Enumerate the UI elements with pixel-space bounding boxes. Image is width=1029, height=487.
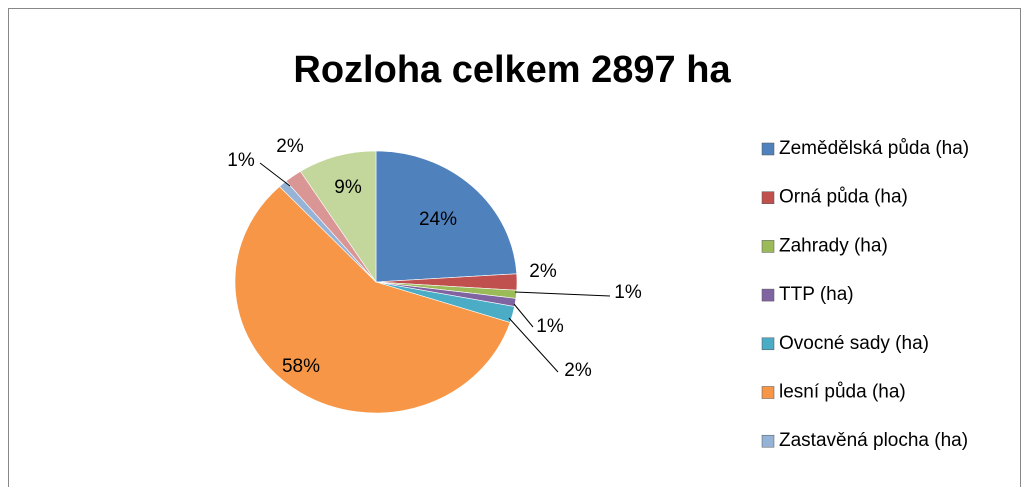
legend-swatch: [761, 142, 775, 156]
data-label: 58%: [282, 356, 320, 377]
pie-slice: [234, 186, 511, 414]
legend-swatch: [761, 240, 775, 253]
data-label: 2%: [529, 261, 557, 282]
legend-label: Zahrady (ha): [779, 235, 888, 256]
data-label: 2%: [564, 360, 592, 381]
legend-label: Orná půda (ha): [779, 187, 908, 208]
legend-swatch: [761, 434, 775, 448]
chart-border: [8, 8, 1021, 487]
legend-label: Zemědělská půda (ha): [779, 138, 969, 159]
chart-title: Rozloha celkem 2897 ha: [293, 49, 731, 91]
data-label: 1%: [227, 150, 255, 171]
leader-line: [514, 291, 611, 297]
data-label: 24%: [419, 209, 457, 230]
leader-line: [513, 303, 534, 328]
legend-label: lesní půda (ha): [779, 382, 906, 403]
legend-swatch: [761, 288, 775, 302]
pie-slice: [375, 150, 518, 283]
legend-label: Zastavěná plocha (ha): [779, 430, 968, 451]
legend-swatch: [761, 337, 775, 351]
data-label: 1%: [536, 316, 564, 337]
data-label: 9%: [334, 177, 362, 198]
legend-swatch: [761, 191, 775, 204]
pie-slice: [300, 150, 377, 283]
legend-label: TTP (ha): [779, 284, 854, 305]
data-label: 2%: [276, 136, 304, 157]
legend-label: Ovocné sady (ha): [779, 333, 929, 354]
data-label: 1%: [614, 282, 642, 303]
legend-swatch: [761, 386, 775, 399]
leader-line: [259, 162, 291, 187]
leader-line: [508, 317, 559, 373]
